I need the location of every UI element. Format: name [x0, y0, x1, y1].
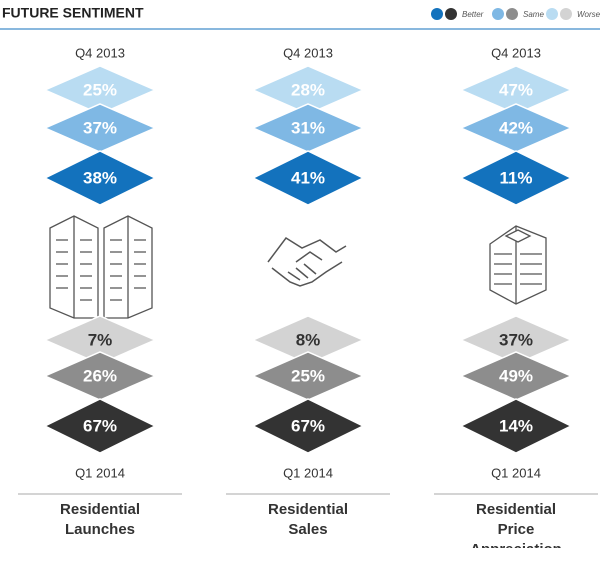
- diamond: [459, 351, 573, 401]
- diamond: [251, 150, 365, 206]
- period-label: Q1 2014: [283, 465, 333, 480]
- diamond: [251, 315, 365, 365]
- value-label: 38%: [83, 168, 117, 187]
- legend-label: Worse: [577, 10, 600, 19]
- title: FUTURE SENTIMENT: [2, 5, 144, 21]
- value-label: 47%: [499, 80, 533, 99]
- diamond: [459, 315, 573, 365]
- panel-label: Residential Launches: [59, 501, 141, 538]
- value-label: 37%: [83, 118, 117, 137]
- value-label: 42%: [499, 118, 533, 137]
- diamond: [251, 351, 365, 401]
- value-label: 25%: [291, 366, 325, 385]
- panel-label-box: Residential Price Appreciation: [470, 501, 562, 548]
- value-label: 26%: [83, 366, 117, 385]
- legend: Better Same Worse: [431, 8, 600, 20]
- diamond: [43, 103, 157, 153]
- diamond: [43, 65, 157, 115]
- diamond: [43, 351, 157, 401]
- value-label: 7%: [88, 330, 113, 349]
- period-label: Q1 2014: [75, 465, 125, 480]
- period-label: Q4 2013: [283, 45, 333, 60]
- diamond: [43, 150, 157, 206]
- value-label: 67%: [83, 416, 117, 435]
- diamond: [43, 398, 157, 454]
- value-label: 37%: [499, 330, 533, 349]
- panel-label-box: Residential Launches: [59, 501, 141, 538]
- value-label: 49%: [499, 366, 533, 385]
- period-label: Q1 2014: [491, 465, 541, 480]
- value-label: 28%: [291, 80, 325, 99]
- office-icon: [489, 225, 547, 305]
- value-label: 11%: [499, 168, 532, 187]
- value-label: 8%: [296, 330, 321, 349]
- legend-label: Same: [523, 10, 544, 19]
- building-icon: [49, 215, 153, 319]
- panel-label-box: Residential Sales: [267, 501, 349, 538]
- diamond: [459, 398, 573, 454]
- diamond: [459, 103, 573, 153]
- diamond: [251, 398, 365, 454]
- diamond: [459, 150, 573, 206]
- diamond: [43, 315, 157, 365]
- legend-label: Better: [462, 10, 484, 19]
- value-label: 31%: [291, 118, 325, 137]
- panel-label: Residential Price Appreciation: [470, 501, 562, 548]
- period-label: Q4 2013: [491, 45, 541, 60]
- value-label: 41%: [291, 168, 325, 187]
- panel-label: Residential Sales: [267, 501, 349, 538]
- diamond: [459, 65, 573, 115]
- handshake-icon: [267, 236, 347, 287]
- value-label: 25%: [83, 80, 117, 99]
- value-label: 14%: [499, 416, 533, 435]
- diamond: [251, 103, 365, 153]
- period-label: Q4 2013: [75, 45, 125, 60]
- diamond: [251, 65, 365, 115]
- value-label: 67%: [291, 416, 325, 435]
